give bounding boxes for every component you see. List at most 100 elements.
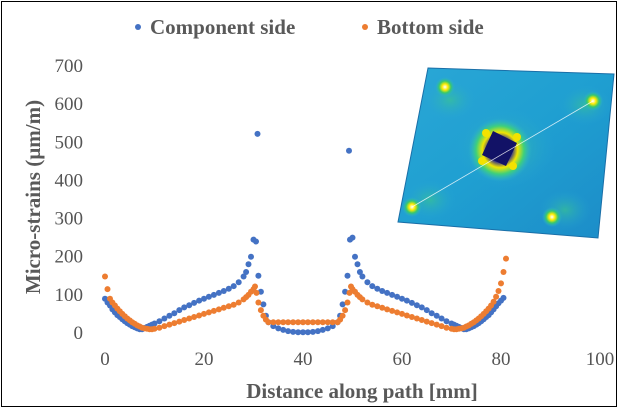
data-point — [161, 315, 168, 322]
data-point — [215, 306, 222, 313]
x-tick-label: 40 — [294, 349, 313, 370]
data-point — [220, 304, 227, 311]
data-point — [300, 329, 306, 336]
data-point — [201, 295, 207, 302]
data-point — [342, 307, 349, 314]
data-point — [324, 319, 331, 326]
data-point — [171, 310, 178, 317]
data-point — [423, 318, 430, 325]
data-point — [151, 325, 158, 332]
data-point — [493, 293, 500, 300]
data-point — [253, 238, 259, 245]
data-point — [389, 291, 396, 298]
data-point — [403, 297, 410, 304]
data-point — [196, 297, 203, 304]
legend-marker-bottom-side — [362, 24, 368, 30]
data-point — [248, 253, 254, 260]
data-point — [151, 320, 158, 327]
data-point — [240, 273, 247, 280]
data-point — [275, 319, 282, 326]
x-tick-label: 80 — [492, 349, 511, 370]
data-point — [324, 325, 331, 332]
data-point — [384, 289, 391, 296]
data-point — [245, 261, 252, 268]
data-point — [205, 309, 212, 316]
data-point — [304, 319, 311, 326]
data-point — [295, 319, 302, 326]
data-point — [408, 314, 415, 320]
data-point — [374, 303, 381, 310]
data-point — [201, 310, 207, 317]
data-point — [166, 312, 173, 319]
data-point — [191, 314, 198, 320]
x-tick-labels: 0 20 40 60 80 100 — [100, 349, 614, 370]
data-point — [102, 273, 108, 280]
data-point — [364, 299, 371, 306]
data-point — [438, 323, 445, 330]
y-tick-label: 0 — [74, 323, 84, 344]
data-point — [364, 279, 371, 286]
y-tick-label: 200 — [55, 247, 84, 268]
data-point — [243, 269, 250, 275]
data-point — [176, 318, 183, 325]
data-point — [285, 319, 292, 326]
data-point — [225, 303, 232, 310]
data-point — [230, 301, 237, 308]
data-point — [413, 315, 420, 322]
data-point — [428, 310, 435, 317]
data-point — [349, 234, 356, 241]
data-point — [394, 309, 401, 316]
data-point — [280, 326, 287, 333]
data-point — [403, 312, 410, 319]
data-point — [171, 320, 178, 327]
data-point — [235, 279, 242, 286]
data-point — [309, 328, 316, 335]
y-tick-label: 500 — [55, 132, 84, 153]
data-point — [389, 307, 396, 314]
data-point — [443, 324, 450, 331]
y-tick-label: 700 — [55, 56, 84, 77]
data-point — [210, 307, 217, 314]
data-point — [253, 289, 260, 296]
data-point — [379, 288, 386, 294]
x-axis-label: Distance along path [mm] — [246, 379, 478, 403]
data-point — [230, 283, 237, 290]
data-point — [339, 301, 346, 308]
data-point — [186, 302, 193, 309]
data-point — [428, 320, 435, 327]
data-point — [495, 288, 502, 294]
data-point — [181, 304, 188, 311]
data-point — [354, 261, 361, 268]
data-point — [255, 272, 262, 279]
data-point — [254, 130, 261, 137]
data-point — [359, 296, 366, 303]
data-point — [309, 319, 316, 326]
series-component-side — [102, 130, 507, 336]
data-point — [359, 273, 366, 280]
legend-label-component-side: Component side — [150, 15, 295, 39]
data-point — [346, 147, 352, 154]
y-tick-label: 400 — [55, 170, 84, 191]
legend: Component side Bottom side — [135, 15, 484, 39]
data-point — [500, 269, 507, 275]
data-point — [374, 285, 381, 292]
data-point — [156, 318, 163, 325]
data-point — [205, 293, 212, 300]
data-point — [314, 319, 321, 326]
legend-marker-component-side — [135, 24, 141, 30]
data-point — [418, 317, 425, 323]
data-point — [500, 294, 507, 301]
data-point — [304, 329, 311, 336]
data-point — [220, 288, 227, 294]
data-point — [344, 299, 351, 306]
data-point — [270, 319, 277, 326]
data-point — [186, 315, 193, 322]
data-point — [413, 302, 420, 309]
data-point — [176, 307, 183, 314]
data-point — [252, 283, 258, 290]
data-point — [503, 255, 509, 262]
data-point — [352, 253, 358, 260]
data-point — [399, 295, 405, 302]
data-point — [290, 319, 297, 326]
